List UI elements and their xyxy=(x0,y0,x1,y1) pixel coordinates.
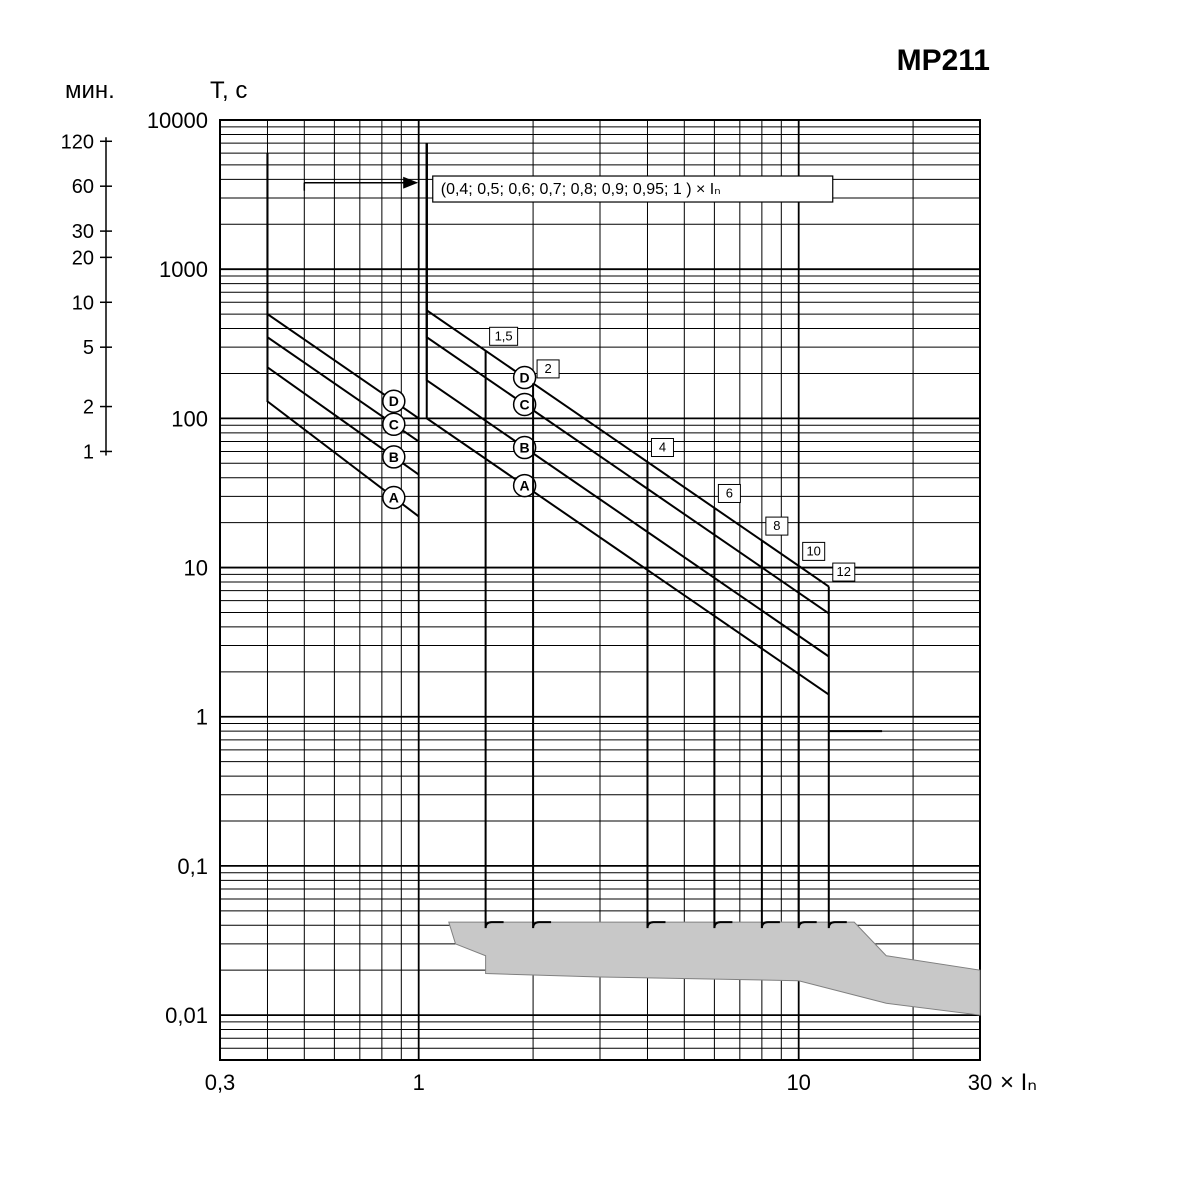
setting-label: 12 xyxy=(837,564,851,579)
left-curve-marker-label: B xyxy=(389,449,399,465)
setting-label: 6 xyxy=(726,485,733,500)
chart-title: MP211 xyxy=(897,44,990,77)
right-curve-marker-label: D xyxy=(520,370,530,386)
setting-label: 1,5 xyxy=(495,328,513,343)
minutes-tick-label: 10 xyxy=(72,292,94,314)
left-curve-marker-label: D xyxy=(389,393,399,409)
trip-curve-chart: DCBADCBA1,5246810120,3110300,010,1110100… xyxy=(0,0,1200,1200)
minutes-tick-label: 60 xyxy=(72,176,94,198)
x-tick-label: 30 xyxy=(968,1070,992,1095)
minutes-tick-label: 5 xyxy=(83,337,94,359)
y-tick-label: 1 xyxy=(196,705,208,730)
setting-label: 10 xyxy=(806,543,820,558)
secondary-y-title: мин. xyxy=(65,77,115,104)
x-tick-label: 1 xyxy=(413,1070,425,1095)
right-curve-marker-label: C xyxy=(520,396,530,412)
y-tick-label: 10000 xyxy=(147,108,208,133)
setting-label: 4 xyxy=(659,440,666,455)
y-tick-label: 0,01 xyxy=(165,1003,208,1028)
right-curve-marker-label: A xyxy=(520,478,530,494)
y-tick-label: 1000 xyxy=(159,257,208,282)
y-tick-label: 100 xyxy=(171,406,208,431)
callout-text: (0,4; 0,5; 0,6; 0,7; 0,8; 0,9; 0,95; 1 )… xyxy=(441,181,721,198)
minutes-tick-label: 20 xyxy=(72,247,94,269)
x-tick-label: 10 xyxy=(786,1070,810,1095)
x-axis-title: × Iₙ xyxy=(1000,1069,1037,1096)
y-tick-label: 10 xyxy=(184,556,208,581)
x-tick-label: 0,3 xyxy=(205,1070,236,1095)
minutes-tick-label: 1 xyxy=(83,441,94,463)
setting-label: 8 xyxy=(773,518,780,533)
minutes-tick-label: 2 xyxy=(83,397,94,419)
y-axis-title: T, с xyxy=(210,77,247,104)
left-curve-marker-label: A xyxy=(389,490,399,506)
minutes-tick-label: 30 xyxy=(72,221,94,243)
setting-label: 2 xyxy=(544,361,551,376)
minutes-tick-label: 120 xyxy=(61,131,94,153)
y-tick-label: 0,1 xyxy=(177,854,208,879)
left-curve-marker-label: C xyxy=(389,416,399,432)
right-curve-marker-label: B xyxy=(520,440,530,456)
